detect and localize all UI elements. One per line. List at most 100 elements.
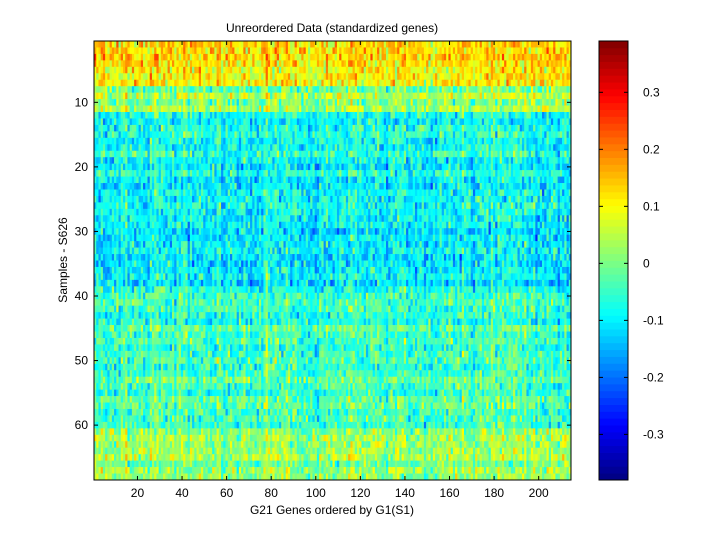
heatmap-cell bbox=[243, 112, 246, 119]
heatmap-cell bbox=[550, 66, 554, 74]
heatmap-cell bbox=[470, 92, 474, 100]
heatmap-cell bbox=[368, 183, 371, 190]
heatmap-cell bbox=[410, 163, 414, 171]
heatmap-cell bbox=[325, 170, 329, 177]
heatmap-cell bbox=[316, 144, 320, 152]
heatmap-cell bbox=[299, 73, 302, 81]
heatmap-cell bbox=[477, 183, 480, 190]
heatmap-cell bbox=[519, 176, 523, 184]
heatmap-cell bbox=[510, 41, 514, 48]
heatmap-cell bbox=[452, 183, 456, 190]
heatmap-cell bbox=[272, 105, 275, 113]
heatmap-cell bbox=[163, 41, 166, 48]
heatmap-cell bbox=[372, 157, 376, 165]
heatmap-cell bbox=[194, 163, 197, 171]
heatmap-cell bbox=[314, 92, 318, 100]
heatmap-cell bbox=[566, 66, 570, 74]
heatmap-cell bbox=[452, 124, 456, 132]
heatmap-cell bbox=[143, 79, 146, 87]
heatmap-cell bbox=[497, 47, 501, 55]
heatmap-cell bbox=[158, 124, 162, 132]
heatmap-cell bbox=[410, 105, 414, 113]
heatmap-cell bbox=[368, 124, 371, 132]
heatmap-cell bbox=[321, 79, 324, 87]
heatmap-cell bbox=[267, 150, 271, 158]
heatmap-cell bbox=[102, 137, 106, 145]
heatmap-cell bbox=[274, 105, 278, 113]
heatmap-cell bbox=[539, 86, 543, 93]
heatmap-cell bbox=[526, 66, 529, 74]
heatmap-cell bbox=[448, 92, 451, 100]
heatmap-cell bbox=[176, 60, 180, 68]
heatmap-cell bbox=[441, 131, 445, 139]
heatmap-cell bbox=[408, 47, 411, 55]
heatmap-cell bbox=[533, 124, 536, 132]
heatmap-cell bbox=[550, 86, 554, 93]
heatmap-cell bbox=[310, 157, 313, 165]
heatmap-cell bbox=[180, 157, 184, 165]
heatmap-cell bbox=[345, 157, 349, 165]
heatmap-cell bbox=[216, 47, 220, 55]
heatmap-cell bbox=[158, 99, 162, 106]
heatmap-cell bbox=[357, 47, 360, 55]
heatmap-cell bbox=[481, 66, 485, 74]
heatmap-cell bbox=[263, 66, 266, 74]
heatmap-cell bbox=[350, 170, 353, 177]
heatmap-cell bbox=[209, 170, 213, 177]
heatmap-cell bbox=[519, 131, 523, 139]
heatmap-cell bbox=[325, 124, 329, 132]
heatmap-cell bbox=[294, 105, 298, 113]
heatmap-cell bbox=[236, 79, 240, 87]
heatmap-cell bbox=[479, 124, 483, 132]
heatmap-cell bbox=[399, 144, 402, 152]
heatmap-cell bbox=[399, 99, 402, 106]
heatmap-cell bbox=[154, 144, 157, 152]
heatmap-cell bbox=[359, 73, 362, 81]
heatmap-cell bbox=[118, 105, 122, 113]
heatmap-cell bbox=[544, 60, 547, 68]
heatmap-cell bbox=[410, 99, 414, 106]
heatmap-cell bbox=[154, 124, 157, 132]
heatmap-cell bbox=[406, 183, 409, 190]
heatmap-cell bbox=[348, 92, 351, 100]
heatmap-cell bbox=[143, 118, 146, 126]
heatmap-cell bbox=[274, 170, 278, 177]
heatmap-cell bbox=[250, 176, 253, 184]
heatmap-cell bbox=[319, 163, 322, 171]
heatmap-cell bbox=[513, 131, 516, 139]
heatmap-cell bbox=[455, 79, 458, 87]
heatmap-cell bbox=[116, 47, 119, 55]
heatmap-cell bbox=[151, 170, 155, 177]
heatmap-cell bbox=[350, 60, 353, 68]
heatmap-cell bbox=[379, 105, 382, 113]
heatmap-cell bbox=[323, 86, 327, 93]
heatmap-cell bbox=[468, 86, 472, 93]
heatmap-cell bbox=[165, 99, 168, 106]
heatmap-cell bbox=[421, 183, 425, 190]
heatmap-cell bbox=[151, 60, 155, 68]
heatmap-cell bbox=[96, 47, 99, 55]
heatmap-cell bbox=[435, 79, 438, 87]
heatmap-cell bbox=[134, 150, 137, 158]
heatmap-cell bbox=[221, 144, 224, 152]
heatmap-cell bbox=[207, 66, 211, 74]
heatmap-cell bbox=[312, 144, 316, 152]
heatmap-cell bbox=[192, 189, 195, 197]
heatmap-cell bbox=[172, 92, 175, 100]
heatmap-cell bbox=[406, 170, 409, 177]
heatmap-cell bbox=[455, 157, 458, 165]
heatmap-cell bbox=[136, 163, 139, 171]
heatmap-cell bbox=[419, 73, 423, 81]
heatmap-cell bbox=[189, 176, 193, 184]
heatmap-cell bbox=[234, 157, 238, 165]
heatmap-cell bbox=[131, 150, 135, 158]
heatmap-cell bbox=[290, 183, 293, 190]
heatmap-cell bbox=[524, 183, 527, 190]
heatmap-cell bbox=[379, 131, 382, 139]
heatmap-cell bbox=[383, 157, 387, 165]
heatmap-cell bbox=[501, 105, 505, 113]
heatmap-cell bbox=[410, 170, 414, 177]
heatmap-cell bbox=[319, 99, 322, 106]
heatmap-cell bbox=[439, 60, 443, 68]
heatmap-cell bbox=[283, 53, 287, 61]
